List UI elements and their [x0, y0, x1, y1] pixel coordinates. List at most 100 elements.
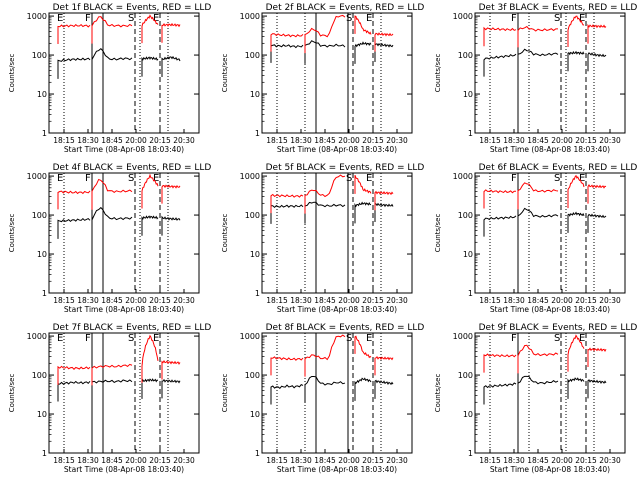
x-tick-label: 20:00: [338, 456, 360, 465]
series-line-lld: [517, 344, 559, 374]
chart-title: Det 9f BLACK = Events, RED = LLD: [479, 323, 638, 333]
series-line-lld: [304, 14, 346, 54]
x-tick-label: 20:15: [149, 296, 171, 305]
series-line-lld: [91, 178, 133, 210]
series-line-events: [374, 202, 394, 222]
series-line-events: [517, 207, 559, 235]
x-tick-label: 20:00: [551, 136, 573, 145]
series-line-lld: [483, 189, 517, 209]
series-line-lld: [374, 356, 394, 376]
y-tick-label: 10: [463, 90, 473, 99]
x-tick-label: 20:15: [575, 136, 597, 145]
x-tick-label: 20:15: [362, 136, 384, 145]
x-axis-label: Start Time (08-Apr-08 18:03:40): [490, 145, 610, 154]
series-line-events: [57, 57, 91, 79]
plot-frame: [474, 172, 626, 294]
plot-frame: [261, 172, 413, 294]
y-tick-label: 10: [250, 410, 260, 419]
event-marker-label: S: [554, 13, 560, 24]
event-marker-label: E: [579, 13, 585, 24]
series-line-events: [270, 44, 304, 63]
chart-title: Det 8f BLACK = Events, RED = LLD: [266, 323, 425, 333]
y-axis-label: Counts/sec: [8, 374, 16, 413]
x-tick-label: 18:30: [503, 296, 525, 305]
series-line-lld: [304, 334, 346, 377]
y-tick-label: 1: [468, 129, 473, 138]
chart-title: Det 3f BLACK = Events, RED = LLD: [479, 3, 638, 13]
series-line-events: [161, 378, 181, 399]
x-axis-label: Start Time (08-Apr-08 18:03:40): [277, 305, 397, 314]
chart-title: Det 7f BLACK = Events, RED = LLD: [53, 323, 212, 333]
x-tick-label: 20:30: [173, 136, 195, 145]
series-line-events: [304, 40, 346, 64]
x-tick-label: 18:15: [53, 296, 75, 305]
x-tick-label: 20:00: [338, 296, 360, 305]
x-tick-label: 18:45: [101, 456, 123, 465]
x-tick-label: 20:00: [125, 296, 147, 305]
series-line-events: [354, 41, 372, 64]
x-tick-label: 18:45: [527, 456, 549, 465]
event-marker-label: E: [579, 173, 585, 184]
plot-frame: [474, 332, 626, 454]
detector-chart: Det 7f BLACK = Events, RED = LLD Counts/s…: [8, 323, 211, 474]
x-tick-label: 18:15: [53, 136, 75, 145]
series-line-lld: [483, 26, 517, 47]
event-marker-label: E: [57, 333, 63, 344]
series-line-lld: [517, 182, 559, 210]
event-marker-label: S: [554, 173, 560, 184]
series-line-events: [141, 215, 159, 236]
y-tick-label: 10: [250, 250, 260, 259]
y-tick-label: 1000: [27, 12, 47, 21]
series-line-lld: [91, 16, 133, 44]
y-tick-label: 1000: [453, 172, 473, 181]
x-axis-label: Start Time (08-Apr-08 18:03:40): [64, 305, 184, 314]
x-tick-label: 18:45: [314, 456, 336, 465]
detector-chart: Det 5f BLACK = Events, RED = LLD Counts/s…: [221, 163, 424, 314]
series-line-lld: [587, 184, 607, 204]
y-axis-label: Counts/sec: [221, 54, 229, 93]
series-line-events: [304, 201, 346, 224]
plot-frame: [48, 12, 200, 134]
x-tick-label: 18:45: [527, 136, 549, 145]
series-line-events: [57, 380, 91, 402]
chart-title: Det 5f BLACK = Events, RED = LLD: [266, 163, 425, 173]
y-tick-label: 100: [245, 51, 260, 60]
series-line-events: [304, 376, 346, 403]
series-line-lld: [567, 334, 585, 372]
series-line-events: [270, 384, 304, 405]
series-line-lld: [57, 23, 91, 44]
y-tick-label: 1: [42, 449, 47, 458]
event-marker-label: S: [128, 173, 134, 184]
y-tick-label: 100: [32, 51, 47, 60]
y-axis-label: Counts/sec: [8, 54, 16, 93]
x-tick-label: 20:00: [551, 296, 573, 305]
plot-frame: [48, 332, 200, 454]
x-tick-label: 20:00: [338, 136, 360, 145]
y-tick-label: 1000: [27, 172, 47, 181]
series-line-events: [141, 56, 159, 77]
y-tick-label: 1: [42, 289, 47, 298]
event-marker-label: S: [128, 333, 134, 344]
x-tick-label: 18:15: [53, 456, 75, 465]
series-line-events: [483, 382, 517, 405]
x-axis-label: Start Time (08-Apr-08 18:03:40): [490, 305, 610, 314]
y-tick-label: 1: [255, 129, 260, 138]
y-tick-label: 100: [245, 211, 260, 220]
y-tick-label: 1000: [453, 12, 473, 21]
x-tick-label: 20:30: [599, 296, 621, 305]
series-line-events: [354, 377, 372, 401]
x-tick-label: 20:30: [386, 296, 408, 305]
x-tick-label: 20:15: [575, 296, 597, 305]
x-axis-label: Start Time (08-Apr-08 18:03:40): [277, 145, 397, 154]
series-line-lld: [270, 33, 304, 52]
detector-chart: Det 6f BLACK = Events, RED = LLD Counts/s…: [434, 163, 637, 314]
plot-frame: [474, 12, 626, 134]
x-tick-label: 20:00: [125, 136, 147, 145]
event-marker-label: F: [511, 333, 517, 344]
event-marker-label: E: [366, 13, 372, 24]
x-tick-label: 20:00: [125, 456, 147, 465]
series-line-lld: [354, 335, 372, 359]
series-line-events: [567, 211, 585, 233]
series-line-lld: [141, 14, 159, 44]
